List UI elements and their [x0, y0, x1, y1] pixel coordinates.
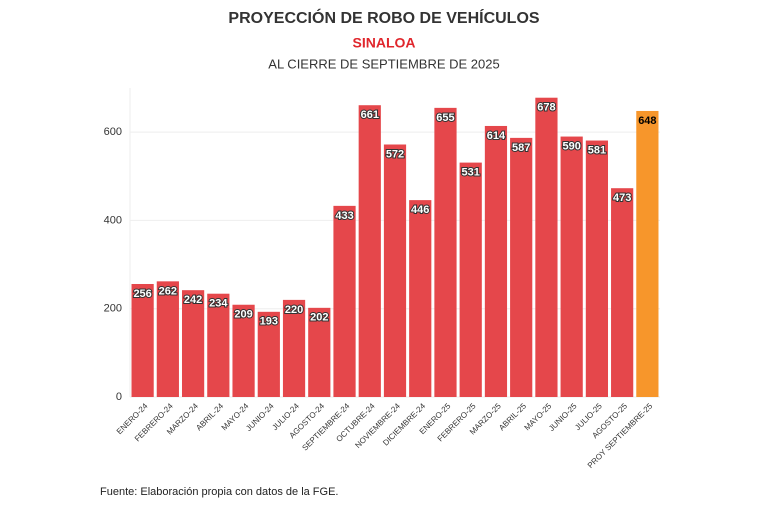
y-tick-label: 200	[104, 303, 122, 315]
value-label: 433	[335, 210, 353, 222]
value-label: 572	[386, 148, 404, 160]
bar	[585, 140, 609, 397]
y-tick-label: 600	[104, 126, 122, 138]
source-note: Fuente: Elaboración propia con datos de …	[100, 486, 338, 498]
value-label: 256	[133, 288, 151, 300]
bar	[535, 97, 558, 397]
chart-subtitle: SINALOA	[353, 35, 416, 51]
x-tick-label: JUNIO-25	[547, 401, 579, 433]
chart-caption: AL CIERRE DE SEPTIEMBRE DE 2025	[268, 56, 499, 71]
value-label: 473	[613, 192, 631, 204]
bar	[232, 304, 255, 397]
bar	[383, 144, 407, 397]
bar	[510, 137, 533, 398]
x-tick-label: JUNIO-24	[244, 401, 276, 433]
value-label: 446	[411, 204, 429, 216]
value-label: 234	[209, 298, 228, 310]
bar	[459, 162, 482, 397]
bar	[257, 311, 280, 397]
y-tick-label: 400	[104, 214, 122, 226]
bar	[611, 188, 634, 397]
bar	[282, 299, 306, 397]
value-label: 614	[487, 130, 506, 142]
bar	[484, 125, 508, 397]
value-label: 678	[537, 102, 555, 114]
bar	[181, 290, 205, 397]
value-label: 655	[436, 112, 454, 124]
value-label: 262	[159, 285, 177, 297]
chart-title: PROYECCIÓN DE ROBO DE VEHÍCULOS	[228, 8, 539, 27]
bar	[131, 283, 154, 397]
value-label: 202	[310, 312, 328, 324]
bar	[156, 281, 179, 397]
bar	[333, 205, 356, 397]
bar	[409, 200, 432, 397]
value-label: 590	[562, 140, 580, 152]
value-label: 661	[361, 109, 379, 121]
bar	[560, 136, 583, 398]
value-label: 581	[588, 144, 606, 156]
value-label: 242	[184, 294, 202, 306]
y-tick-label: 0	[116, 391, 122, 403]
value-label: 531	[462, 167, 480, 179]
bar	[358, 105, 381, 398]
bar	[636, 110, 659, 397]
value-label: 220	[285, 304, 303, 316]
x-tick-label: NOVIEMBRE-24	[353, 401, 402, 450]
value-label: 193	[260, 316, 278, 328]
bar	[434, 107, 457, 397]
bar	[308, 307, 331, 397]
value-label: 209	[234, 309, 252, 321]
value-label: 648	[638, 115, 656, 127]
bar	[207, 293, 230, 397]
value-label: 587	[512, 142, 530, 154]
